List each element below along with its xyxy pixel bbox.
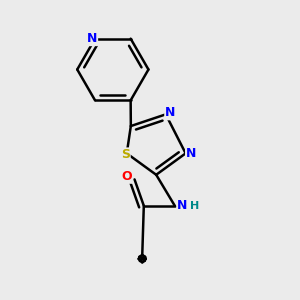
Text: O: O xyxy=(122,170,132,183)
Text: H: H xyxy=(190,201,199,211)
Text: S: S xyxy=(121,148,130,161)
Text: N: N xyxy=(177,199,188,212)
Text: N: N xyxy=(186,147,196,160)
Text: N: N xyxy=(165,106,176,119)
Text: N: N xyxy=(87,32,97,45)
